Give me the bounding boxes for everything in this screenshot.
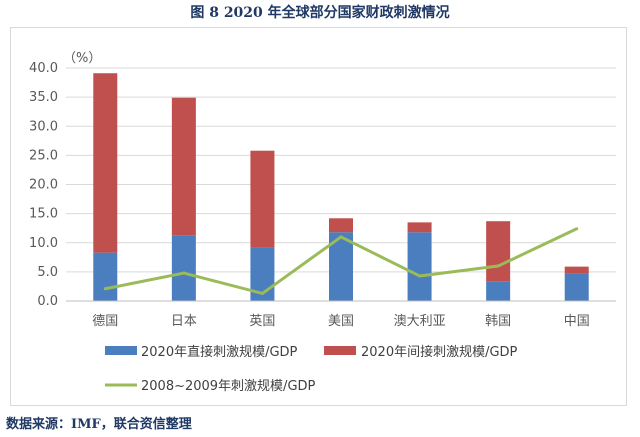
line-point bbox=[575, 227, 579, 231]
legend-swatch-indirect bbox=[324, 346, 356, 355]
y-tick-label: 35.0 bbox=[29, 90, 58, 105]
y-tick-label: 15.0 bbox=[29, 207, 58, 222]
bar-direct bbox=[407, 232, 432, 301]
legend: 2020年直接刺激规模/GDP 2020年间接刺激规模/GDP 2008~2009年… bbox=[105, 344, 518, 394]
y-unit-label: （%） bbox=[63, 51, 101, 66]
line-point bbox=[260, 291, 264, 295]
bar-indirect bbox=[329, 218, 353, 233]
y-tick-label: 25.0 bbox=[29, 148, 58, 163]
bar-indirect bbox=[564, 266, 589, 274]
x-category-label: 澳大利亚 bbox=[394, 313, 446, 329]
legend-label-2008: 2008~2009年刺激规模/GDP bbox=[141, 379, 316, 394]
figure-title: 图 8 2020 年全球部分国家财政刺激情况 bbox=[190, 5, 450, 21]
legend-swatch-direct bbox=[105, 346, 137, 355]
bar-indirect bbox=[250, 150, 275, 248]
y-tick-label: 5.0 bbox=[37, 265, 58, 280]
bar-indirect bbox=[93, 73, 118, 253]
bars bbox=[93, 73, 589, 301]
y-tick-label: 0.0 bbox=[37, 294, 58, 309]
bar-indirect bbox=[486, 221, 511, 282]
axes: 0.0 5.0 10.0 15.0 20.0 25.0 30.0 35.0 40.0 （%） 德国 日… bbox=[29, 51, 616, 329]
line-point bbox=[496, 264, 500, 268]
bar-direct bbox=[171, 235, 196, 301]
legend-label-direct: 2020年直接刺激规模/GDP bbox=[141, 344, 298, 360]
x-category-label: 中国 bbox=[564, 314, 590, 329]
y-tick-label: 40.0 bbox=[29, 61, 58, 76]
bar-indirect bbox=[171, 97, 196, 236]
bar-indirect bbox=[407, 222, 432, 233]
line-point bbox=[103, 287, 107, 291]
stacked-bar-line-chart: 0.0 5.0 10.0 15.0 20.0 25.0 30.0 35.0 40.0 （%） 德国 日… bbox=[29, 51, 616, 394]
x-category-label: 英国 bbox=[249, 314, 275, 329]
bar-direct bbox=[486, 281, 511, 301]
line-point bbox=[182, 271, 186, 275]
line-point bbox=[418, 274, 422, 278]
y-tick-label: 20.0 bbox=[29, 178, 58, 193]
chart-frame: 0.0 5.0 10.0 15.0 20.0 25.0 30.0 35.0 40.0 （%） 德国 日… bbox=[10, 27, 627, 406]
line-point bbox=[339, 235, 343, 239]
y-tick-label: 10.0 bbox=[29, 236, 58, 251]
x-category-label: 韩国 bbox=[485, 314, 511, 329]
bar-direct bbox=[564, 273, 589, 301]
grid-lines bbox=[66, 67, 616, 273]
y-tick-label: 30.0 bbox=[29, 119, 58, 134]
line-series bbox=[103, 227, 579, 295]
bar-direct bbox=[93, 252, 118, 301]
x-category-label: 美国 bbox=[328, 314, 354, 329]
source-note: 数据来源：IMF，联合资信整理 bbox=[6, 417, 192, 432]
legend-label-indirect: 2020年间接刺激规模/GDP bbox=[361, 344, 518, 360]
x-category-label: 日本 bbox=[171, 314, 197, 329]
x-category-label: 德国 bbox=[92, 314, 118, 329]
